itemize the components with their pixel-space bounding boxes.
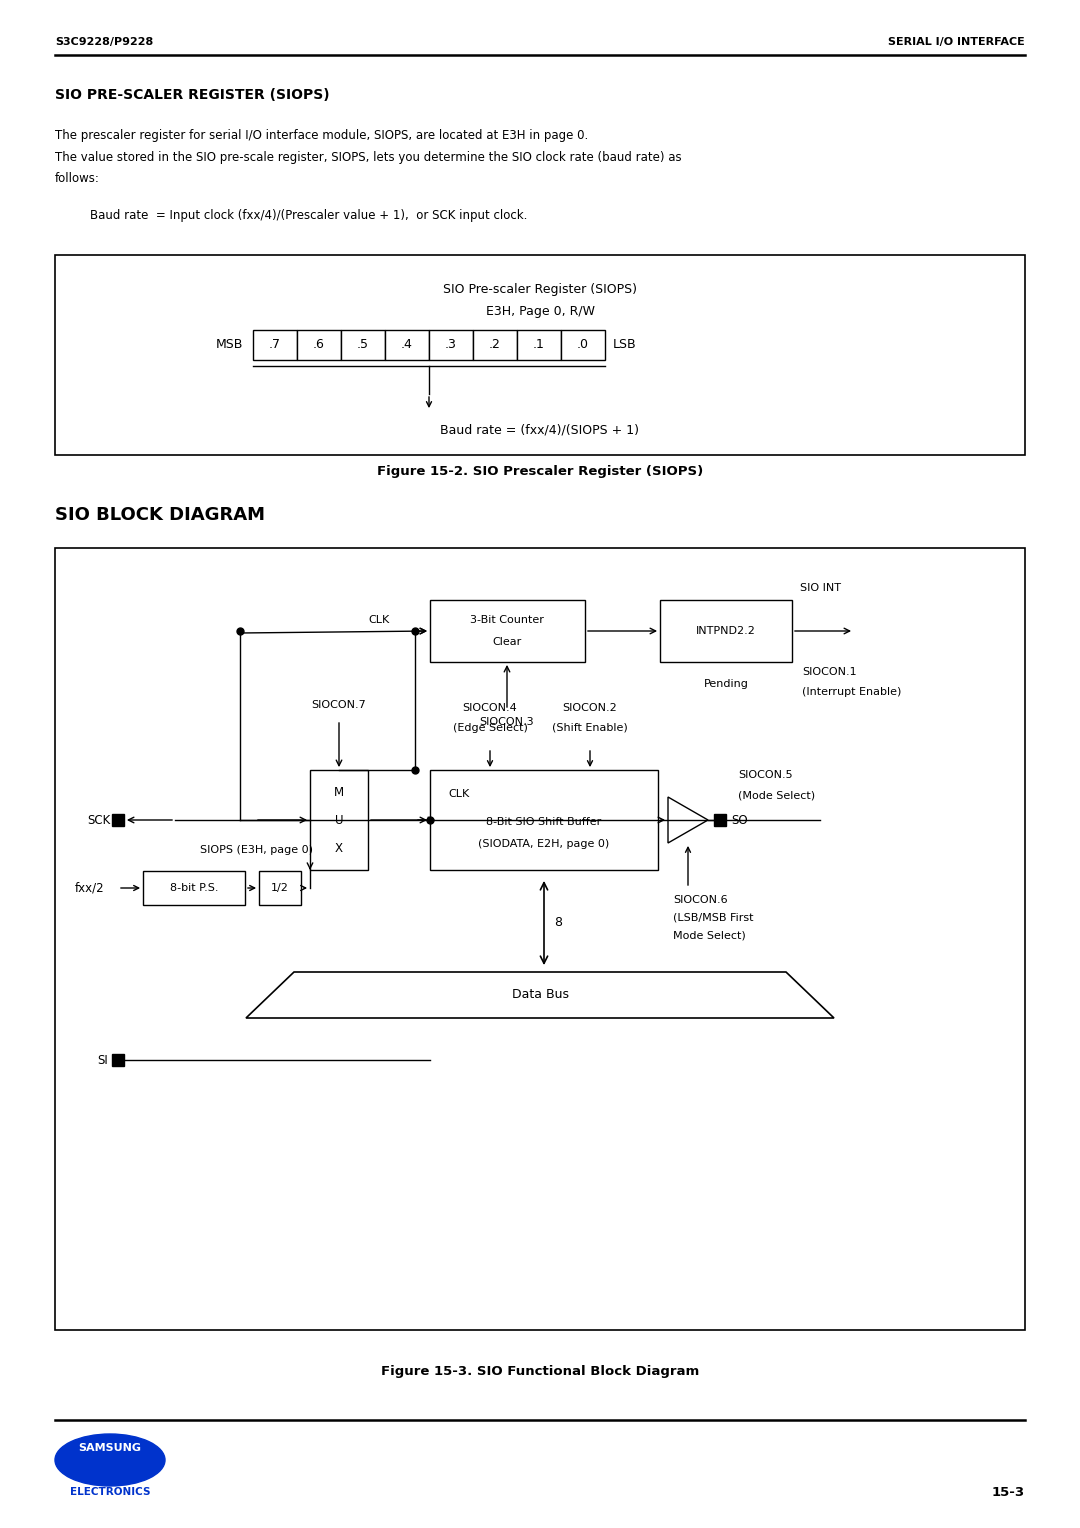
- Text: (Shift Enable): (Shift Enable): [552, 723, 627, 733]
- Text: (Interrupt Enable): (Interrupt Enable): [802, 688, 902, 697]
- Text: M: M: [334, 785, 345, 799]
- Text: SIOCON.7: SIOCON.7: [312, 700, 366, 711]
- Text: SIOPS (E3H, page 0): SIOPS (E3H, page 0): [200, 845, 313, 856]
- Bar: [143, 871, 245, 905]
- Text: SIOCON.1: SIOCON.1: [802, 668, 856, 677]
- Text: (LSB/MSB First: (LSB/MSB First: [673, 914, 754, 923]
- Bar: [384, 330, 429, 361]
- Text: CLK: CLK: [448, 788, 469, 799]
- Text: Figure 15-3. SIO Functional Block Diagram: Figure 15-3. SIO Functional Block Diagra…: [381, 1366, 699, 1378]
- Text: Clear: Clear: [492, 637, 522, 646]
- Text: Baud rate = (fxx/4)/(SIOPS + 1): Baud rate = (fxx/4)/(SIOPS + 1): [441, 423, 639, 437]
- Text: .6: .6: [313, 339, 325, 351]
- Text: U: U: [335, 813, 343, 827]
- Text: .3: .3: [445, 339, 457, 351]
- Text: Baud rate  = Input clock (fxx/4)/(Prescaler value + 1),  or SCK input clock.: Baud rate = Input clock (fxx/4)/(Prescal…: [90, 208, 527, 222]
- Bar: [561, 330, 605, 361]
- Text: fxx/2: fxx/2: [75, 882, 105, 894]
- Text: S3C9228/P9228: S3C9228/P9228: [55, 37, 153, 47]
- Text: 15-3: 15-3: [991, 1485, 1025, 1499]
- Bar: [112, 814, 124, 827]
- Text: 1/2: 1/2: [271, 883, 289, 892]
- Ellipse shape: [55, 1433, 165, 1487]
- Text: .7: .7: [269, 339, 281, 351]
- Text: SIO Pre-scaler Register (SIOPS): SIO Pre-scaler Register (SIOPS): [443, 284, 637, 296]
- Text: The prescaler register for serial I/O interface module, SIOPS, are located at E3: The prescaler register for serial I/O in…: [55, 128, 589, 142]
- Text: (Mode Select): (Mode Select): [738, 790, 815, 801]
- Text: SIOCON.4: SIOCON.4: [462, 703, 517, 714]
- Text: .2: .2: [489, 339, 501, 351]
- Text: SCK: SCK: [86, 813, 110, 827]
- Bar: [473, 330, 517, 361]
- Bar: [714, 814, 726, 827]
- Text: SIOCON.6: SIOCON.6: [673, 895, 728, 905]
- Text: MSB: MSB: [216, 339, 243, 351]
- Text: E3H, Page 0, R/W: E3H, Page 0, R/W: [486, 306, 594, 318]
- Bar: [517, 330, 561, 361]
- Text: SIOCON.5: SIOCON.5: [738, 770, 793, 779]
- Text: .5: .5: [357, 339, 369, 351]
- Bar: [430, 770, 658, 869]
- Text: .1: .1: [534, 339, 545, 351]
- Text: SERIAL I/O INTERFACE: SERIAL I/O INTERFACE: [888, 37, 1025, 47]
- Bar: [55, 549, 1025, 1329]
- Text: (SIODATA, E2H, page 0): (SIODATA, E2H, page 0): [478, 839, 609, 850]
- Text: Figure 15-2. SIO Prescaler Register (SIOPS): Figure 15-2. SIO Prescaler Register (SIO…: [377, 466, 703, 478]
- Text: Mode Select): Mode Select): [673, 931, 746, 941]
- Text: 8-bit P.S.: 8-bit P.S.: [170, 883, 218, 892]
- Text: SIOCON.3: SIOCON.3: [480, 717, 535, 727]
- Text: SI: SI: [97, 1053, 108, 1067]
- Bar: [341, 330, 384, 361]
- Bar: [259, 871, 301, 905]
- Text: X: X: [335, 842, 343, 854]
- Bar: [430, 601, 585, 662]
- Text: follows:: follows:: [55, 171, 99, 185]
- Text: LSB: LSB: [613, 339, 636, 351]
- Text: CLK: CLK: [368, 614, 389, 625]
- Text: SIOCON.2: SIOCON.2: [563, 703, 618, 714]
- Text: SIO BLOCK DIAGRAM: SIO BLOCK DIAGRAM: [55, 506, 265, 524]
- Bar: [112, 1054, 124, 1067]
- Text: 8-Bit SIO Shift Buffer: 8-Bit SIO Shift Buffer: [486, 817, 602, 827]
- Text: Data Bus: Data Bus: [512, 989, 568, 1001]
- Text: (Edge Select): (Edge Select): [453, 723, 527, 733]
- Text: .0: .0: [577, 339, 589, 351]
- Text: SO: SO: [731, 813, 747, 827]
- Text: SIO PRE-SCALER REGISTER (SIOPS): SIO PRE-SCALER REGISTER (SIOPS): [55, 89, 329, 102]
- Text: The value stored in the SIO pre-scale register, SIOPS, lets you determine the SI: The value stored in the SIO pre-scale re…: [55, 151, 681, 165]
- Text: 8: 8: [554, 917, 562, 929]
- Bar: [310, 770, 368, 869]
- Bar: [297, 330, 341, 361]
- Bar: [660, 601, 792, 662]
- Text: .4: .4: [401, 339, 413, 351]
- Text: Pending: Pending: [703, 678, 748, 689]
- Text: ELECTRONICS: ELECTRONICS: [70, 1487, 150, 1497]
- Bar: [55, 255, 1025, 455]
- Text: 3-Bit Counter: 3-Bit Counter: [470, 614, 544, 625]
- Bar: [429, 330, 473, 361]
- Text: SAMSUNG: SAMSUNG: [79, 1442, 141, 1453]
- Bar: [253, 330, 297, 361]
- Text: INTPND2.2: INTPND2.2: [697, 626, 756, 636]
- Text: SIO INT: SIO INT: [800, 584, 841, 593]
